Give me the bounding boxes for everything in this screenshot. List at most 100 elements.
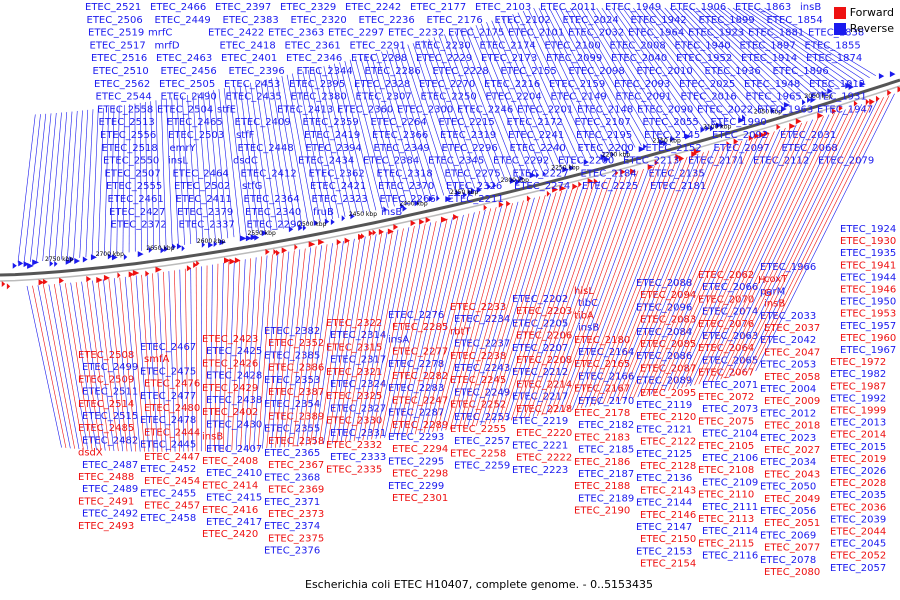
gene-label: ETEC_2453 xyxy=(224,79,280,90)
connector-line-lower xyxy=(310,242,339,446)
feature-arrow xyxy=(378,228,384,235)
gene-label: ETEC_2397 xyxy=(215,2,271,13)
feature-arrow xyxy=(330,219,335,226)
connector-line-lower xyxy=(751,95,890,373)
gene-label: ETEC_2457 xyxy=(144,501,200,512)
connector-line-lower xyxy=(288,247,312,447)
feature-arrow xyxy=(42,278,48,285)
gene-label: ETEC_2258 xyxy=(450,448,506,459)
connector-line-lower xyxy=(349,231,388,442)
connector-line-lower xyxy=(70,282,97,451)
connector-line-upper xyxy=(738,7,846,86)
connector-line-upper xyxy=(659,7,753,115)
gene-label: insB xyxy=(381,207,402,218)
gene-label: ETEC_2327 xyxy=(330,403,386,414)
gene-label: ETEC_2178 xyxy=(574,408,630,419)
gene-label: ETEC_2175 xyxy=(448,28,504,39)
feature-arrow xyxy=(111,254,118,261)
gene-label: ETEC_2362 xyxy=(309,168,365,179)
connector-line-upper xyxy=(155,100,161,249)
feature-arrow xyxy=(6,283,11,290)
gene-label: ETEC_2089 xyxy=(636,376,692,387)
gene-label: ETEC_2023 xyxy=(760,433,816,444)
connector-line-lower xyxy=(318,239,350,445)
gene-label: ETEC_2314 xyxy=(330,330,386,341)
feature-arrow xyxy=(18,260,24,267)
gene-label: ETEC_1930 xyxy=(840,236,896,247)
connector-line-lower xyxy=(401,217,453,436)
connector-line-upper xyxy=(370,54,414,203)
connector-line-upper xyxy=(711,7,815,96)
connector-line-upper xyxy=(538,7,611,155)
gene-label: ETEC_2204 xyxy=(486,92,542,103)
gene-label: ETEC_2374 xyxy=(264,521,320,532)
connector-line-upper xyxy=(496,18,562,168)
feature-arrow xyxy=(670,135,675,142)
connector-line-upper xyxy=(128,104,131,253)
feature-arrow xyxy=(186,265,192,272)
feature-arrow xyxy=(38,279,45,286)
feature-arrow xyxy=(468,189,474,196)
gene-label: ETEC_2229 xyxy=(416,53,472,64)
legend: Forward Reverse xyxy=(833,6,894,38)
connector-line-upper xyxy=(255,81,278,230)
gene-label: ETEC_2108 xyxy=(698,465,754,476)
feature-arrow xyxy=(419,218,425,225)
feature-arrow xyxy=(763,130,770,137)
connector-line-upper xyxy=(297,72,327,221)
connector-line-lower xyxy=(393,219,442,437)
gene-label: ETEC_2090 xyxy=(637,104,693,115)
gene-label: insA xyxy=(388,334,409,345)
gene-label: ETEC_2104 xyxy=(702,429,758,440)
gene-label: ETEC_2167 xyxy=(574,384,630,395)
connector-line-lower xyxy=(414,213,470,435)
connector-line-upper xyxy=(654,7,747,116)
gene-label: ETEC_1940 xyxy=(675,40,731,51)
connector-line-lower xyxy=(733,102,868,377)
scale-label: 2600 kbp xyxy=(197,238,225,245)
connector-line-upper xyxy=(486,22,550,171)
feature-arrow xyxy=(506,200,511,207)
gene-label: ETEC_2010 xyxy=(637,66,693,77)
gene-label: ETEC_2077 xyxy=(764,543,820,554)
feature-arrow xyxy=(572,183,578,190)
gene-label: ETEC_2409 xyxy=(235,117,291,128)
connector-line-upper xyxy=(475,25,537,174)
gene-label: ETEC_2228 xyxy=(433,66,489,77)
gene-label: ETEC_2014 xyxy=(830,430,886,441)
feature-arrow xyxy=(483,204,488,211)
gene-label: ETEC_2253 xyxy=(454,412,510,423)
gene-label: ETEC_2115 xyxy=(698,538,754,549)
gene-label: ETEC_2317 xyxy=(330,355,386,366)
gene-label: ETEC_2421 xyxy=(310,181,366,192)
feature-arrow xyxy=(726,140,730,147)
connector-line-upper xyxy=(559,7,636,148)
feature-arrow xyxy=(552,186,559,193)
gene-label: ETEC_2200 xyxy=(578,143,634,154)
gene-label: ETEC_2083 xyxy=(640,315,696,326)
gene-label: ETEC_2417 xyxy=(206,517,262,528)
feature-arrow xyxy=(455,190,461,197)
feature-arrow xyxy=(776,123,781,130)
gene-label: ETEC_2294 xyxy=(392,444,448,455)
gene-label: ETEC_2407 xyxy=(206,444,262,455)
gene-label: ETEC_2055 xyxy=(643,117,699,128)
gene-label: ETEC_2371 xyxy=(264,497,320,508)
connector-line-lower xyxy=(716,109,846,381)
gene-label: ETEC_2182 xyxy=(578,420,634,431)
gene-label: ETEC_2147 xyxy=(636,522,692,533)
feature-arrow xyxy=(578,181,582,188)
gene-label: ETEC_2384 xyxy=(363,156,419,167)
connector-line-lower xyxy=(441,205,502,431)
feature-arrow xyxy=(196,260,200,267)
gene-label: ETEC_2218 xyxy=(516,404,572,415)
connector-line-upper xyxy=(223,88,241,237)
gene-label: ETEC_2026 xyxy=(830,466,886,477)
scale-label: 2100 kbp xyxy=(703,123,731,130)
connector-line-lower xyxy=(672,126,792,390)
connector-line-upper xyxy=(407,44,457,193)
gene-label: ETEC_2040 xyxy=(611,53,667,64)
connector-line-upper xyxy=(344,60,383,210)
gene-label: ETEC_1987 xyxy=(830,381,886,392)
feature-arrow xyxy=(515,178,521,185)
